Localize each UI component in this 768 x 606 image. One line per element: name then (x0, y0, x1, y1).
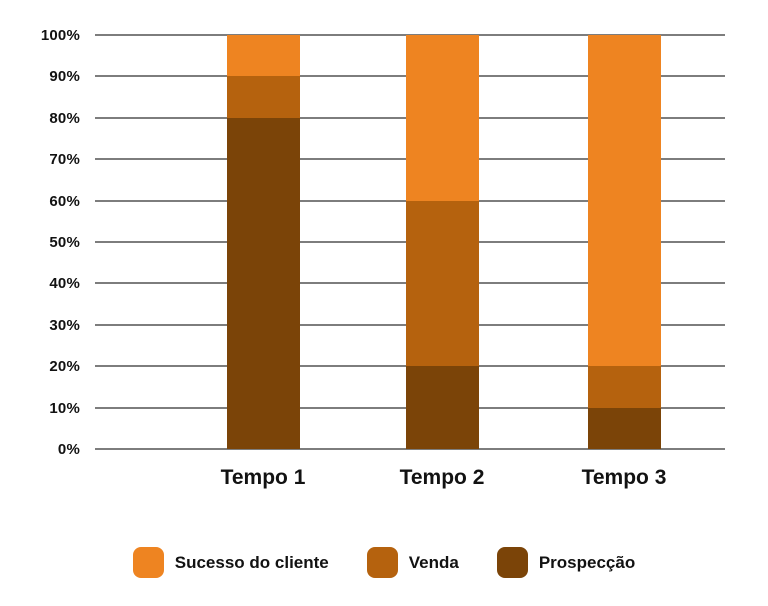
bar-segment-venda (226, 76, 300, 118)
legend-item-prospecção: Prospecção (496, 547, 636, 578)
bar-segment-prospecção (405, 366, 479, 449)
y-axis-tick-label: 10% (49, 399, 80, 417)
legend-label: Venda (408, 552, 459, 572)
gridline (95, 448, 725, 450)
y-axis-tick-label: 50% (49, 234, 80, 251)
legend-color-swatch (366, 547, 398, 578)
legend-color-swatch (496, 547, 528, 578)
y-axis-tick-label: 20% (49, 358, 80, 376)
chart-legend: Sucesso do cliente Venda Prospecção (0, 547, 768, 578)
y-axis-tick-label: 0% (57, 441, 80, 458)
x-axis-category-label: Tempo 1 (220, 466, 306, 489)
y-axis-tick-label: 40% (49, 275, 80, 293)
bar-segment-sucesso-do-cliente (587, 35, 661, 367)
y-axis-tick-label: 100% (40, 27, 80, 44)
plot-area (95, 34, 725, 450)
bar-tempo-1 (226, 35, 300, 449)
bar-segment-sucesso-do-cliente (226, 35, 300, 77)
y-axis-tick-label: 70% (49, 151, 80, 169)
bar-segment-prospecção (587, 407, 661, 449)
bar-segment-prospecção (226, 117, 300, 449)
legend-color-swatch (132, 547, 164, 578)
bar-segment-sucesso-do-cliente (405, 35, 479, 201)
x-axis-category-label: Tempo 3 (581, 466, 667, 489)
x-axis-category-label: Tempo 2 (399, 466, 485, 489)
bar-tempo-3 (587, 35, 661, 449)
legend-label: Sucesso do cliente (174, 552, 329, 572)
y-axis-tick-label: 30% (49, 316, 80, 334)
x-axis: Tempo 1 Tempo 2 Tempo 3 (95, 466, 725, 500)
bar-tempo-2 (405, 35, 479, 449)
y-axis-tick-label: 60% (49, 192, 80, 210)
y-axis-tick-label: 90% (49, 68, 80, 86)
legend-item-sucesso-do-cliente: Sucesso do cliente (132, 547, 329, 578)
bar-segment-venda (405, 200, 479, 367)
legend-item-venda: Venda (366, 547, 459, 578)
y-axis: 100% 90% 80% 70% 60% 50% 40% 30% 20% 10% 0% (0, 28, 80, 457)
y-axis-tick-label: 80% (49, 109, 80, 127)
bar-segment-venda (587, 366, 661, 408)
legend-label: Prospecção (538, 552, 636, 572)
